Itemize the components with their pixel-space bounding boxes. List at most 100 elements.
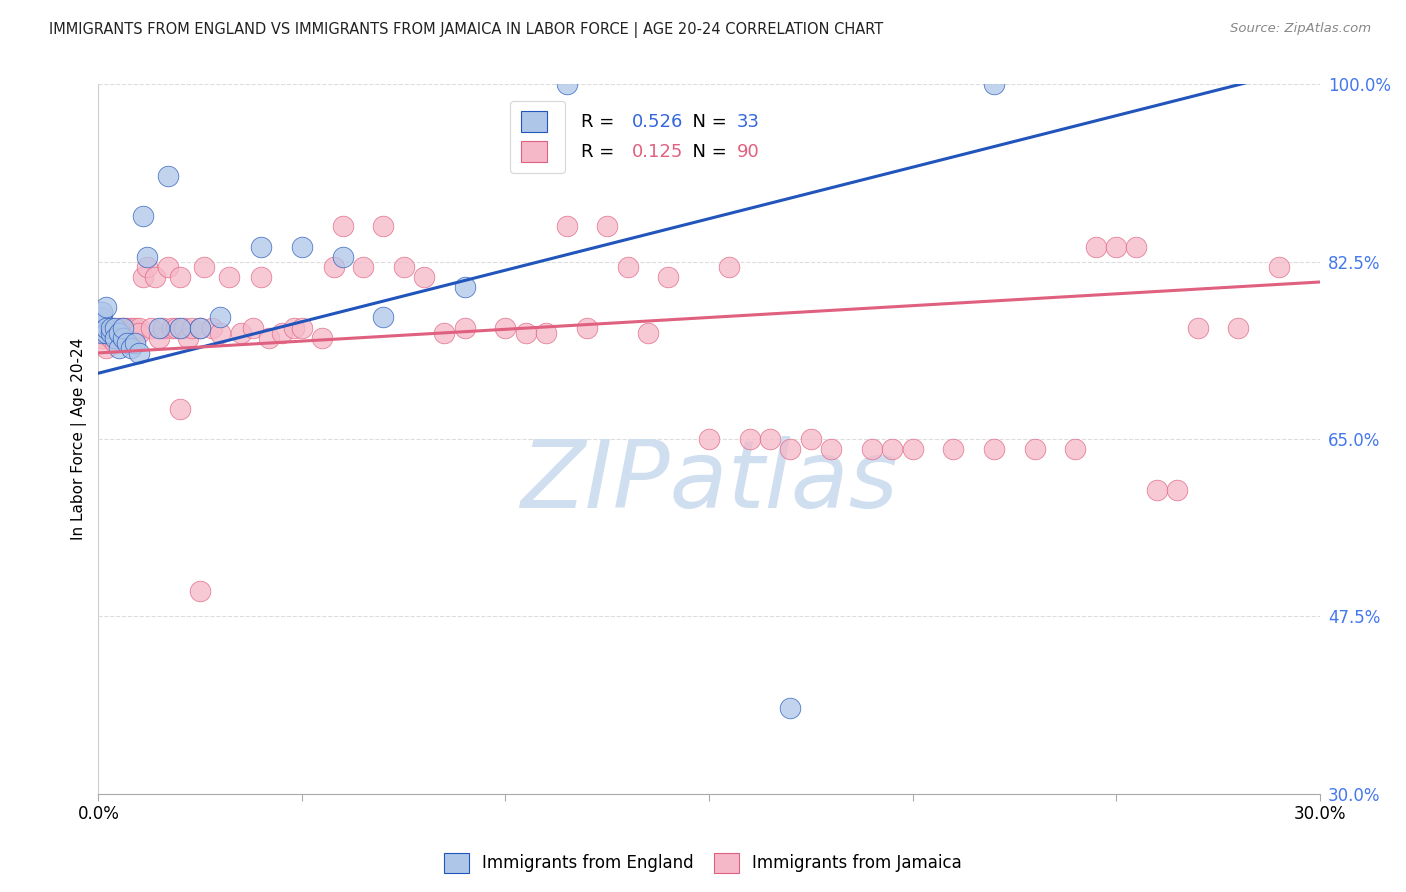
- Point: [637, 326, 659, 340]
- Text: R =: R =: [581, 144, 620, 161]
- Point: [433, 326, 456, 340]
- Point: [188, 584, 211, 599]
- Point: [141, 320, 163, 334]
- Point: [515, 326, 537, 340]
- Point: [759, 432, 782, 446]
- Point: [91, 305, 114, 319]
- Point: [96, 301, 118, 315]
- Point: [115, 335, 138, 350]
- Text: R =: R =: [581, 113, 620, 131]
- Point: [169, 320, 191, 334]
- Point: [494, 320, 516, 334]
- Point: [96, 326, 118, 340]
- Point: [454, 320, 477, 334]
- Point: [392, 260, 415, 274]
- Point: [104, 331, 127, 345]
- Point: [169, 269, 191, 284]
- Point: [143, 269, 166, 284]
- Point: [136, 260, 159, 274]
- Point: [1146, 483, 1168, 497]
- Point: [120, 326, 142, 340]
- Point: [332, 250, 354, 264]
- Point: [323, 260, 346, 274]
- Point: [983, 442, 1005, 457]
- Point: [91, 326, 114, 340]
- Point: [270, 326, 292, 340]
- Point: [100, 320, 122, 334]
- Point: [779, 442, 801, 457]
- Point: [124, 326, 146, 340]
- Point: [291, 239, 314, 253]
- Point: [100, 326, 122, 340]
- Point: [177, 331, 200, 345]
- Point: [107, 341, 129, 355]
- Point: [100, 331, 122, 345]
- Point: [188, 320, 211, 334]
- Point: [124, 320, 146, 334]
- Text: IMMIGRANTS FROM ENGLAND VS IMMIGRANTS FROM JAMAICA IN LABOR FORCE | AGE 20-24 CO: IMMIGRANTS FROM ENGLAND VS IMMIGRANTS FR…: [49, 22, 883, 38]
- Point: [96, 320, 118, 334]
- Point: [148, 320, 170, 334]
- Point: [575, 320, 598, 334]
- Point: [250, 239, 273, 253]
- Point: [128, 326, 150, 340]
- Point: [107, 326, 129, 340]
- Point: [332, 219, 354, 234]
- Point: [124, 335, 146, 350]
- Point: [104, 326, 127, 340]
- Point: [983, 78, 1005, 92]
- Point: [104, 335, 127, 350]
- Point: [1125, 239, 1147, 253]
- Point: [91, 320, 114, 334]
- Point: [128, 320, 150, 334]
- Point: [555, 78, 578, 92]
- Point: [616, 260, 638, 274]
- Text: 33: 33: [737, 113, 761, 131]
- Point: [111, 320, 134, 334]
- Point: [136, 250, 159, 264]
- Point: [209, 326, 232, 340]
- Point: [860, 442, 883, 457]
- Point: [152, 320, 174, 334]
- Point: [165, 320, 187, 334]
- Point: [779, 700, 801, 714]
- Point: [169, 401, 191, 416]
- Point: [107, 331, 129, 345]
- Text: N =: N =: [681, 144, 733, 161]
- Text: 0.526: 0.526: [633, 113, 683, 131]
- Point: [115, 331, 138, 345]
- Point: [160, 320, 183, 334]
- Point: [454, 280, 477, 294]
- Point: [555, 219, 578, 234]
- Text: Source: ZipAtlas.com: Source: ZipAtlas.com: [1230, 22, 1371, 36]
- Point: [120, 341, 142, 355]
- Point: [250, 269, 273, 284]
- Text: 0.125: 0.125: [633, 144, 683, 161]
- Point: [188, 320, 211, 334]
- Y-axis label: In Labor Force | Age 20-24: In Labor Force | Age 20-24: [72, 338, 87, 541]
- Point: [373, 219, 395, 234]
- Text: 90: 90: [737, 144, 759, 161]
- Point: [104, 320, 127, 334]
- Point: [1105, 239, 1128, 253]
- Point: [882, 442, 904, 457]
- Point: [111, 320, 134, 334]
- Point: [283, 320, 305, 334]
- Point: [201, 320, 224, 334]
- Point: [229, 326, 252, 340]
- Point: [718, 260, 741, 274]
- Point: [115, 320, 138, 334]
- Point: [1084, 239, 1107, 253]
- Point: [1024, 442, 1046, 457]
- Point: [107, 326, 129, 340]
- Point: [942, 442, 965, 457]
- Point: [128, 346, 150, 360]
- Point: [173, 320, 195, 334]
- Point: [132, 209, 155, 223]
- Point: [534, 326, 557, 340]
- Point: [96, 341, 118, 355]
- Legend: Immigrants from England, Immigrants from Jamaica: Immigrants from England, Immigrants from…: [437, 847, 969, 880]
- Point: [111, 331, 134, 345]
- Point: [657, 269, 679, 284]
- Point: [132, 269, 155, 284]
